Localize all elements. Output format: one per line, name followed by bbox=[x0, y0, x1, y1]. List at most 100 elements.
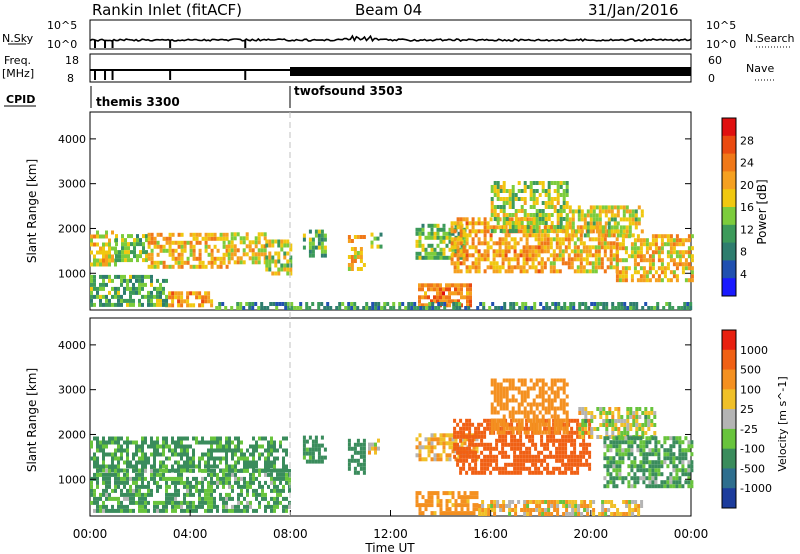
data-cell bbox=[430, 491, 434, 496]
data-cell bbox=[501, 237, 505, 242]
data-cell bbox=[502, 386, 506, 391]
data-cell bbox=[252, 436, 255, 441]
data-cell bbox=[359, 247, 363, 251]
data-cell bbox=[612, 456, 616, 461]
data-cell bbox=[538, 512, 542, 516]
nsky-frame bbox=[89, 19, 692, 50]
data-cell bbox=[356, 267, 360, 271]
data-cell bbox=[574, 512, 578, 516]
data-cell bbox=[630, 452, 634, 457]
data-cell bbox=[553, 225, 557, 229]
data-cell bbox=[433, 255, 437, 260]
data-cell bbox=[246, 484, 249, 489]
data-cell bbox=[647, 427, 651, 431]
data-cell bbox=[582, 462, 586, 467]
data-cell bbox=[511, 386, 515, 391]
data-cell bbox=[650, 407, 654, 411]
data-cell bbox=[592, 213, 596, 218]
data-cell bbox=[482, 306, 486, 310]
data-cell bbox=[684, 278, 688, 283]
data-cell bbox=[550, 504, 554, 508]
data-cell bbox=[276, 492, 279, 497]
data-cell bbox=[180, 452, 183, 457]
data-cell bbox=[210, 508, 213, 513]
data-cell bbox=[242, 306, 246, 310]
data-cell bbox=[102, 460, 105, 465]
data-cell bbox=[201, 260, 205, 265]
data-cell bbox=[490, 185, 494, 189]
data-cell bbox=[270, 444, 273, 449]
data-cell bbox=[183, 484, 186, 489]
data-cell bbox=[421, 283, 424, 288]
data-cell bbox=[466, 503, 470, 508]
data-cell bbox=[596, 407, 600, 411]
data-cell bbox=[558, 470, 562, 475]
data-cell bbox=[433, 235, 437, 240]
data-cell bbox=[537, 269, 541, 274]
data-cell bbox=[428, 306, 432, 310]
data-cell bbox=[264, 480, 267, 485]
data-cell bbox=[675, 278, 679, 283]
data-cell bbox=[565, 193, 569, 197]
data-cell bbox=[561, 462, 565, 467]
data-cell bbox=[665, 302, 669, 306]
data-cell bbox=[541, 422, 545, 427]
data-cell bbox=[261, 452, 264, 457]
data-cell bbox=[448, 231, 452, 236]
data-cell bbox=[660, 238, 664, 243]
data-cell bbox=[462, 245, 466, 250]
data-cell bbox=[621, 440, 625, 445]
data-cell bbox=[605, 427, 609, 431]
data-cell bbox=[535, 422, 539, 427]
data-cell bbox=[495, 253, 499, 258]
data-cell bbox=[645, 452, 649, 457]
data-cell bbox=[186, 488, 189, 493]
data-cell bbox=[622, 217, 626, 222]
data-cell bbox=[529, 378, 533, 383]
data-cell bbox=[456, 221, 460, 226]
velocity-xticks: 00:00 04:00 08:00 12:00 16:00 20:00 00:00 bbox=[73, 510, 709, 541]
data-cell bbox=[663, 242, 667, 247]
data-cell bbox=[320, 241, 324, 246]
data-cell bbox=[153, 464, 156, 469]
data-cell bbox=[657, 234, 661, 239]
data-cell bbox=[252, 464, 255, 469]
data-cell bbox=[514, 410, 518, 415]
data-cell bbox=[108, 246, 111, 251]
data-cell bbox=[532, 426, 536, 431]
data-cell bbox=[489, 245, 493, 250]
data-cell bbox=[523, 394, 527, 399]
data-cell bbox=[480, 438, 484, 443]
data-cell bbox=[436, 235, 440, 240]
data-cell bbox=[239, 260, 243, 265]
xtick-label: 00:00 bbox=[674, 527, 709, 541]
data-cell bbox=[486, 426, 490, 431]
data-cell bbox=[123, 274, 126, 279]
data-cell bbox=[619, 512, 623, 516]
data-cell bbox=[603, 484, 607, 489]
data-cell bbox=[595, 213, 599, 218]
data-cell bbox=[114, 496, 117, 501]
data-cell bbox=[180, 248, 184, 253]
data-cell bbox=[496, 197, 500, 201]
data-cell bbox=[636, 448, 640, 453]
data-cell bbox=[150, 248, 154, 253]
data-cell bbox=[591, 253, 595, 258]
data-cell bbox=[159, 260, 163, 265]
data-cell bbox=[492, 269, 496, 274]
data-cell bbox=[675, 254, 679, 259]
data-cell bbox=[305, 447, 309, 452]
data-cell bbox=[483, 229, 487, 234]
data-cell bbox=[183, 460, 186, 465]
data-cell bbox=[285, 464, 288, 469]
data-cell bbox=[115, 234, 118, 239]
data-cell bbox=[237, 436, 240, 441]
data-cell bbox=[195, 484, 198, 489]
data-cell bbox=[195, 264, 199, 269]
data-cell bbox=[448, 491, 452, 496]
data-cell bbox=[556, 414, 560, 419]
data-cell bbox=[547, 181, 551, 185]
data-cell bbox=[615, 266, 619, 271]
data-cell bbox=[144, 484, 147, 489]
data-cell bbox=[504, 237, 508, 242]
